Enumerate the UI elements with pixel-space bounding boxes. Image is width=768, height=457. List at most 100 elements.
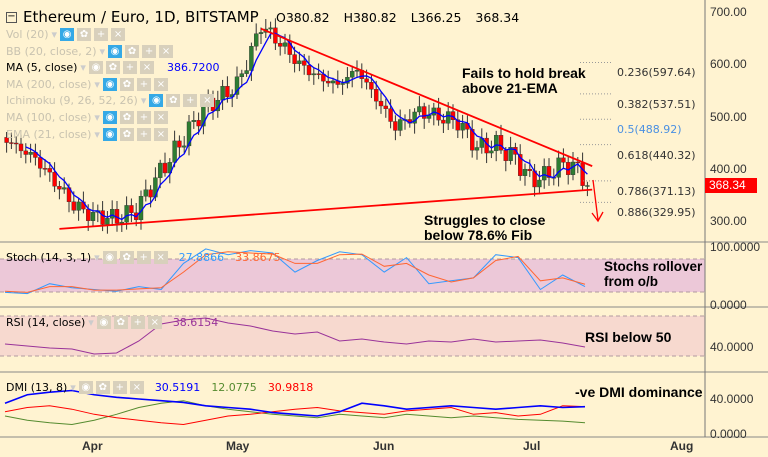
candle	[330, 80, 336, 84]
price-tick: 400.00	[710, 162, 747, 176]
candle	[489, 150, 494, 154]
candle	[302, 60, 307, 66]
rsi-value: 38.6154	[172, 316, 219, 329]
x-axis-label: Jul	[523, 439, 541, 453]
x-axis-label: May	[226, 439, 250, 453]
candle	[340, 83, 345, 85]
dmi-axis-tick: 40.0000	[710, 392, 754, 406]
dmi-legend[interactable]: DMI (13, 8) ▾ ◉ ✿ + × 30.5191 12.0775 30.9818	[6, 381, 314, 394]
close-icon[interactable]: ×	[153, 77, 168, 91]
candle	[580, 162, 585, 186]
plus-icon[interactable]: +	[183, 94, 198, 108]
candle	[498, 135, 504, 151]
plus-icon[interactable]: +	[94, 28, 109, 41]
candle	[297, 60, 302, 64]
rsi-line	[4, 317, 586, 355]
close-icon[interactable]: ×	[111, 28, 126, 41]
candle	[239, 73, 245, 78]
annotation-dmi: -ve DMI dominance	[575, 384, 703, 400]
candle	[311, 73, 316, 76]
candle	[508, 147, 513, 161]
low-value: L366.25	[410, 10, 462, 25]
candle	[522, 168, 528, 176]
candle	[374, 89, 379, 102]
dmi-minus-line	[4, 405, 586, 426]
indicator-legend[interactable]: MA (5, close) ▾ ◉ ✿ + × 386.7200	[6, 61, 220, 75]
indicator-legend[interactable]: Ichimoku (9, 26, 52, 26) ▾ ◉ ✿ + ×	[6, 94, 215, 108]
collapse-icon[interactable]: −	[6, 10, 17, 23]
candle	[253, 33, 259, 47]
candle	[446, 111, 451, 124]
visibility-icon[interactable]: ◉	[102, 77, 117, 91]
candle	[575, 161, 580, 164]
plus-icon[interactable]: +	[136, 77, 151, 91]
indicator-legend[interactable]: MA (100, close) ▾ ◉ ✿ + ×	[6, 111, 168, 124]
gear-icon[interactable]: ✿	[105, 61, 120, 75]
x-axis-label: Aug	[670, 439, 694, 453]
gear-icon[interactable]: ✿	[119, 127, 134, 141]
candle	[455, 119, 460, 131]
fib-level-label: 0.382(537.51)	[617, 97, 696, 111]
close-icon[interactable]: ×	[139, 61, 154, 75]
x-axis-label: Jun	[373, 439, 395, 453]
plus-icon[interactable]: +	[136, 111, 151, 124]
candle	[378, 100, 384, 107]
candle	[186, 121, 192, 147]
indicator-legend[interactable]: EMA (21, close) ▾ ◉ ✿ + ×	[6, 127, 168, 141]
gear-icon[interactable]: ✿	[125, 44, 140, 58]
candle	[474, 147, 480, 151]
ma-value: 386.7200	[166, 61, 220, 75]
candle	[364, 78, 369, 83]
visibility-icon[interactable]: ◉	[102, 127, 117, 141]
close-icon[interactable]: ×	[153, 127, 168, 141]
candle	[220, 86, 225, 101]
stoch-k-value: 27.8866	[178, 251, 225, 264]
stoch-legend[interactable]: Stoch (14, 3, 1) ▾ ◉ ✿ + × 27.8866 33.8675	[6, 251, 281, 264]
gear-icon[interactable]: ✿	[119, 111, 134, 124]
price-tick: 600.00	[710, 57, 747, 71]
price-tick: 700.00	[710, 5, 747, 19]
dmi-adx-value: 30.5191	[154, 381, 201, 394]
indicator-legend[interactable]: BB (20, close, 2) ▾ ◉ ✿ + ×	[6, 44, 174, 58]
candle	[225, 86, 230, 98]
candle	[13, 142, 19, 145]
close-icon[interactable]: ×	[153, 111, 168, 124]
gear-icon[interactable]: ✿	[77, 28, 92, 41]
candle	[258, 32, 264, 34]
candle	[417, 106, 422, 113]
rsi-legend[interactable]: RSI (14, close) ▾ ◉ ✿ + × 38.6154	[6, 316, 219, 329]
close-value: 368.34	[475, 10, 520, 25]
candle	[119, 221, 125, 224]
price-tick: 500.00	[710, 110, 747, 124]
candle	[109, 208, 115, 219]
candle	[138, 196, 144, 220]
plus-icon[interactable]: +	[122, 61, 137, 75]
symbol-title[interactable]: − Ethereum / Euro, 1D, BITSTAMP	[6, 8, 259, 26]
plus-icon[interactable]: +	[136, 127, 151, 141]
candle	[196, 120, 201, 127]
down-arrow	[592, 179, 599, 221]
candle	[162, 162, 168, 174]
high-value: H380.82	[343, 10, 397, 25]
visibility-icon[interactable]: ◉	[108, 44, 123, 58]
candle	[422, 106, 427, 119]
visibility-icon[interactable]: ◉	[102, 111, 117, 124]
close-icon[interactable]: ×	[159, 44, 174, 58]
gear-icon[interactable]: ✿	[166, 94, 181, 108]
close-icon[interactable]: ×	[200, 94, 215, 108]
down-arrow-head	[591, 211, 604, 223]
plus-icon[interactable]: +	[142, 44, 157, 58]
indicator-legend[interactable]: Vol (20) ▾ ◉ ✿ + ×	[6, 28, 126, 41]
stoch-band	[0, 259, 705, 292]
fib-level-label: 0.886(329.95)	[617, 206, 696, 220]
visibility-icon[interactable]: ◉	[60, 28, 75, 41]
indicator-legend[interactable]: MA (200, close) ▾ ◉ ✿ + ×	[6, 77, 168, 91]
current-price-badge: 368.34	[705, 178, 757, 193]
visibility-icon[interactable]: ◉	[149, 94, 164, 108]
gear-icon[interactable]: ✿	[119, 77, 134, 91]
visibility-icon[interactable]: ◉	[88, 61, 103, 75]
candle	[172, 140, 177, 163]
candle	[561, 157, 566, 163]
